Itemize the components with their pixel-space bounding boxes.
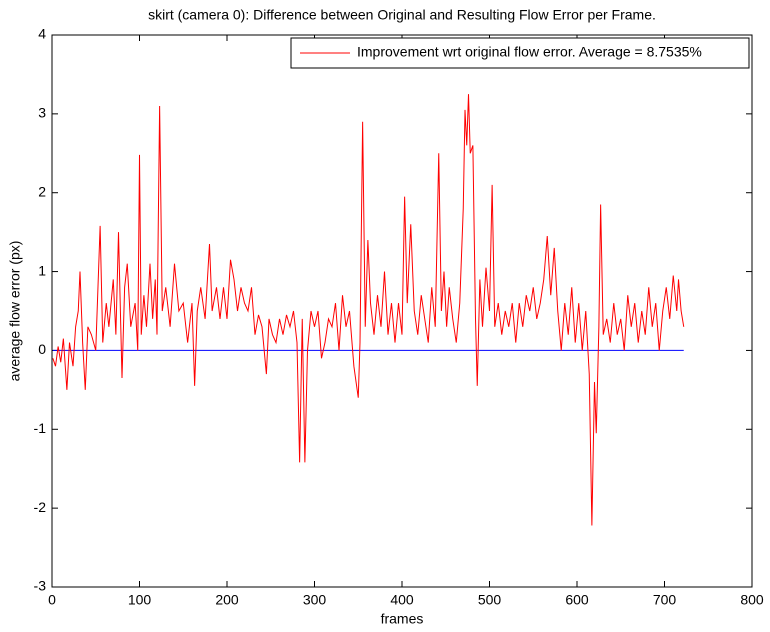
x-tick-label: 0 [48, 592, 56, 608]
legend-label: Improvement wrt original flow error. Ave… [357, 44, 702, 60]
x-tick-label: 300 [303, 592, 327, 608]
y-tick-label: -1 [34, 420, 47, 436]
legend: Improvement wrt original flow error. Ave… [290, 37, 750, 69]
data-line [52, 94, 685, 526]
y-axis-label: average flow error (px) [7, 241, 23, 382]
y-tick-label: -3 [34, 578, 47, 594]
x-tick-label: 200 [215, 592, 239, 608]
x-tick-label: 400 [390, 592, 414, 608]
y-tick-label: 3 [38, 105, 46, 121]
chart-title: skirt (camera 0): Difference between Ori… [148, 7, 656, 23]
x-tick-label: 800 [740, 592, 764, 608]
y-tick-label: 2 [38, 183, 46, 199]
legend-box [290, 37, 750, 69]
x-tick-label: 600 [565, 592, 589, 608]
y-tick-label: 0 [38, 341, 46, 357]
y-tick-label: -2 [34, 499, 47, 515]
x-tick-label: 100 [128, 592, 152, 608]
y-tick-label: 4 [38, 26, 46, 42]
y-tick-label: 1 [38, 262, 46, 278]
x-tick-label: 700 [653, 592, 677, 608]
x-axis-label: frames [381, 611, 424, 627]
x-tick-label: 500 [478, 592, 502, 608]
